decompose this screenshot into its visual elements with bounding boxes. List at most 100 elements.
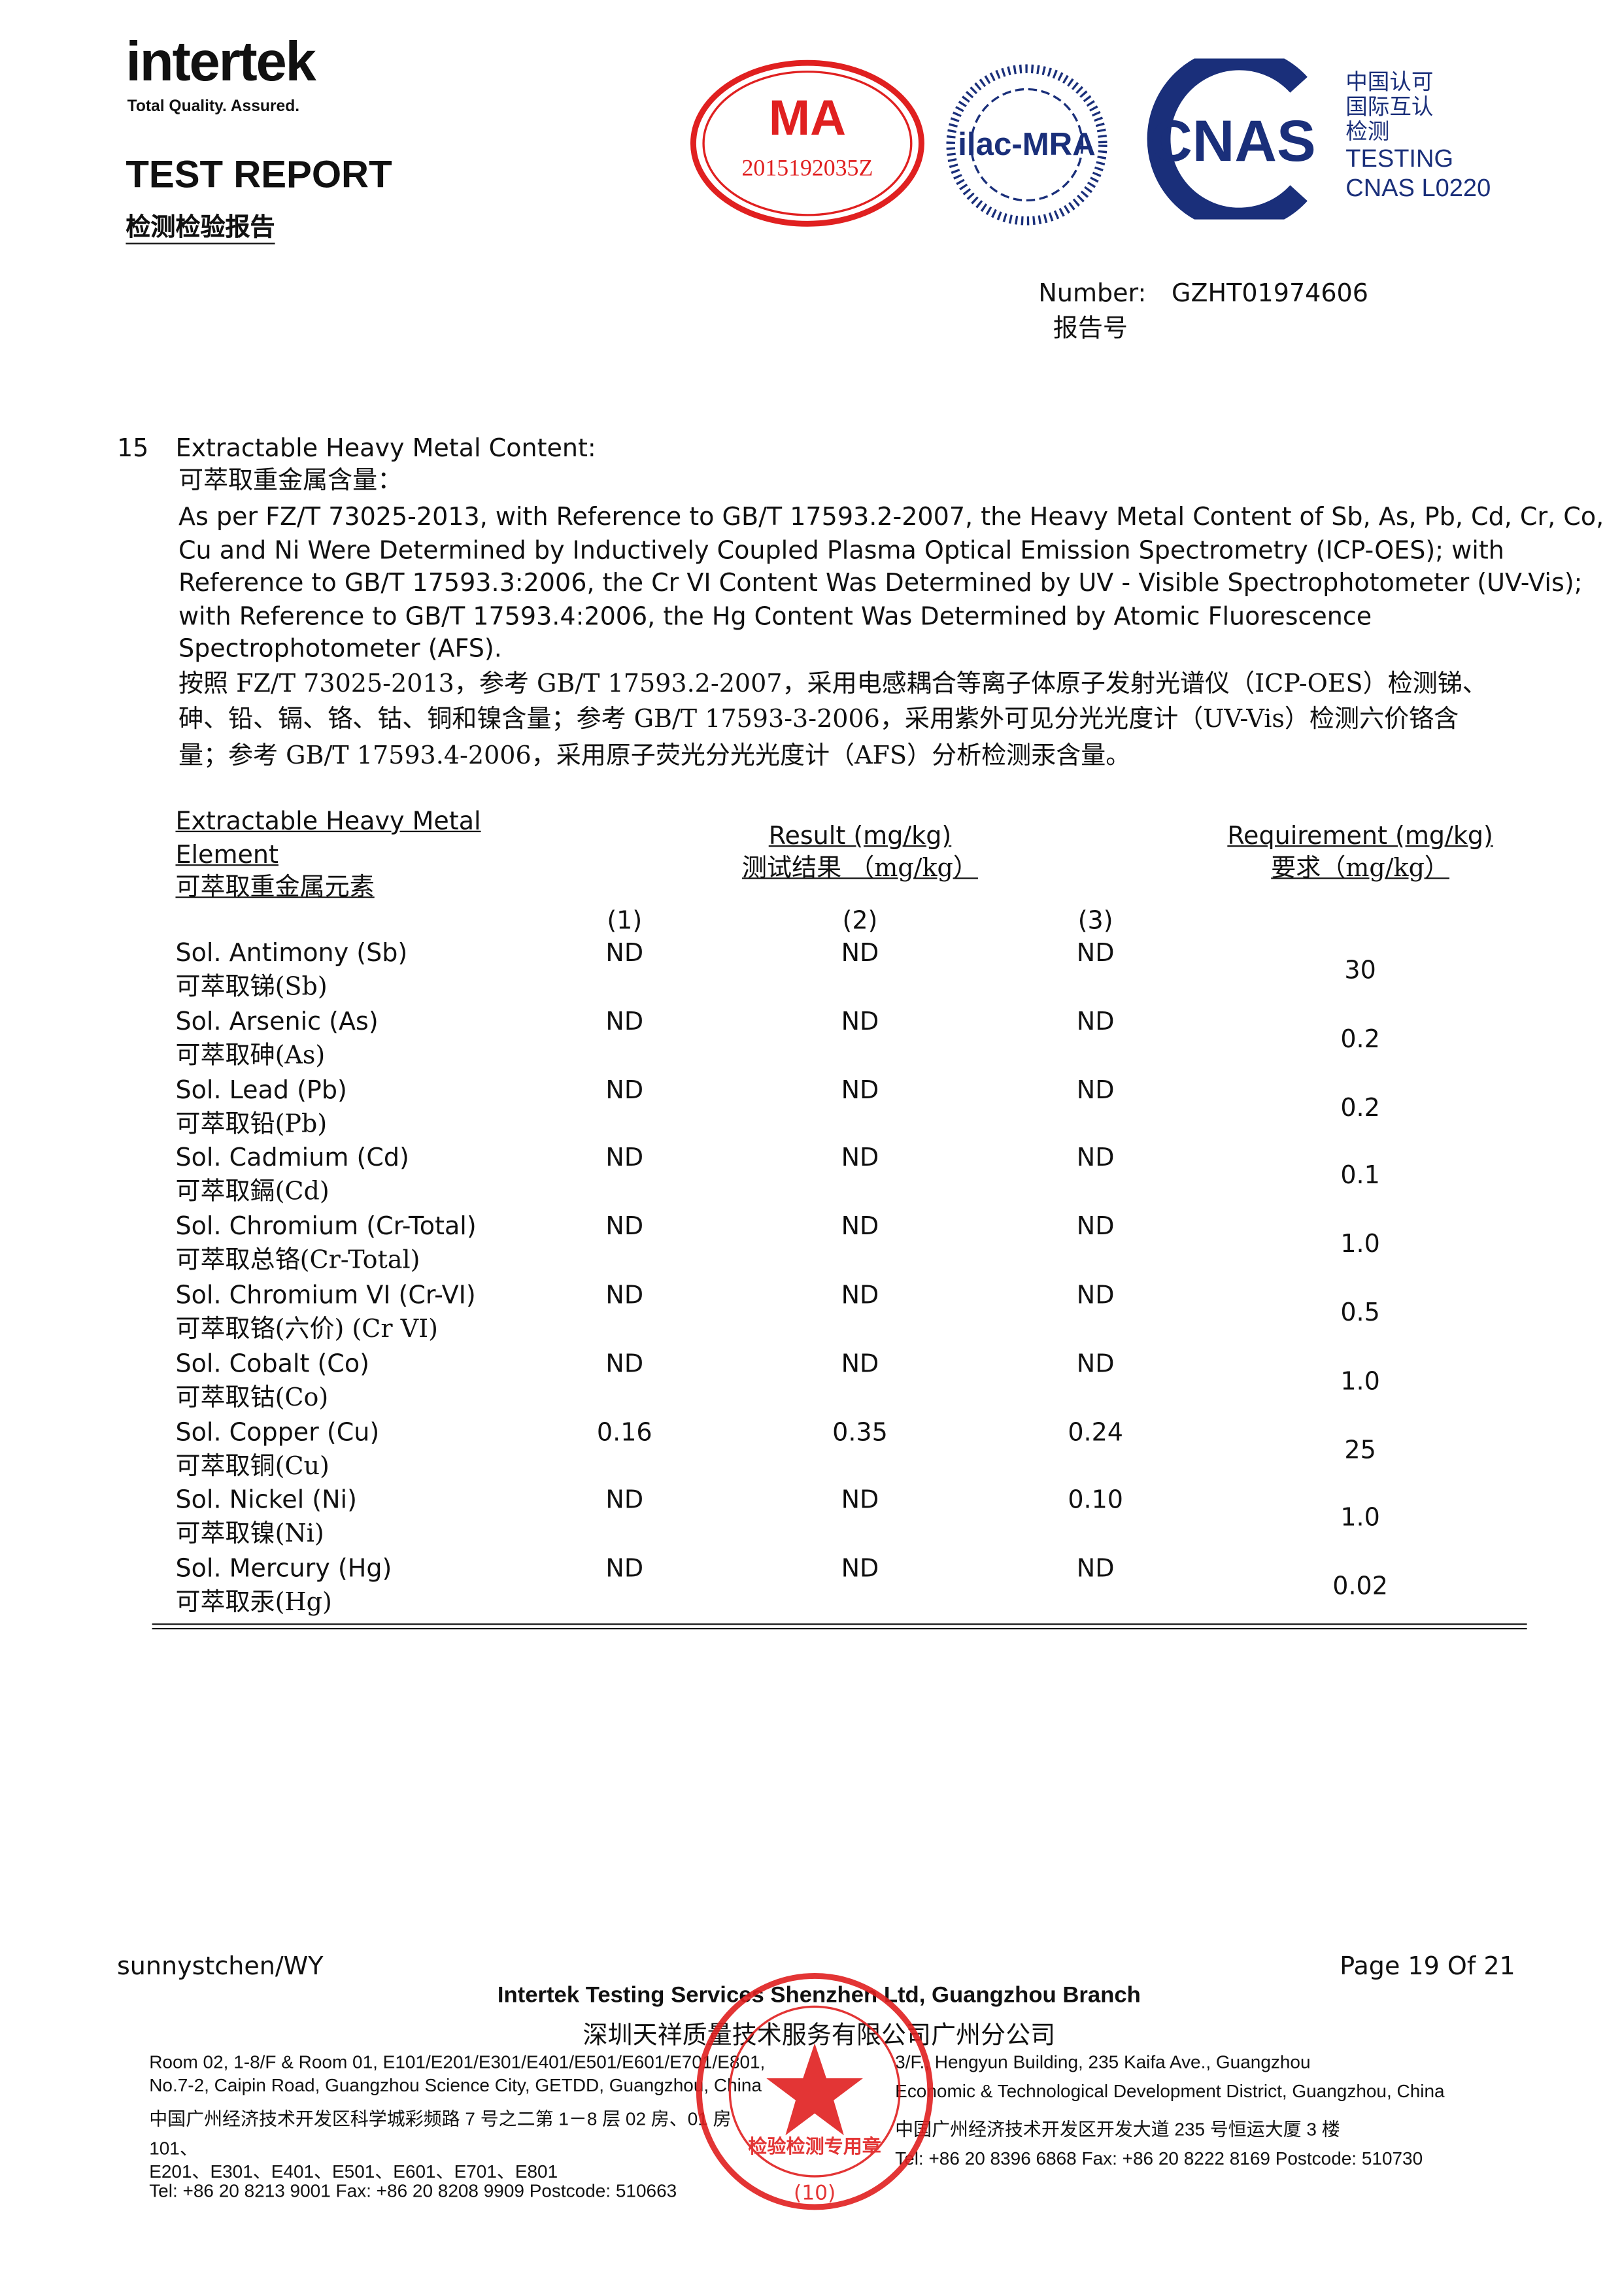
result-cell: ND	[1076, 1349, 1115, 1379]
requirement-cell: 1.0	[1340, 1230, 1380, 1260]
report-title: TEST REPORT	[126, 152, 392, 196]
cnas-cn-3: 检测	[1345, 118, 1390, 145]
result-cell: ND	[1076, 939, 1115, 969]
result-cell: ND	[1076, 1213, 1115, 1242]
result-cell: ND	[841, 1213, 879, 1242]
cnas-logo: CNAS	[1147, 58, 1316, 220]
result-cell: ND	[605, 1144, 644, 1174]
logo-tagline: Total Quality. Assured.	[127, 97, 300, 116]
svg-text:检验检测专用章: 检验检测专用章	[748, 2135, 881, 2157]
section-title-cn: 可萃取重金属含量：	[178, 466, 403, 496]
svg-text:2015192035Z: 2015192035Z	[742, 154, 873, 180]
paragraph-line-cn: 砷、铅、镉、铬、钴、铜和镍含量；参考 GB/T 17593-3-2006，采用紫…	[178, 705, 1459, 735]
svg-text:MA: MA	[769, 90, 846, 146]
element-name-cn: 可萃取铜(Cu)	[175, 1451, 329, 1481]
company-stamp: 检验检测专用章 (10)	[696, 1972, 934, 2210]
result-cell: ND	[841, 1555, 879, 1585]
requirement-cell: 0.1	[1340, 1162, 1380, 1191]
element-name-cn: 可萃取锑(Sb)	[175, 972, 328, 1002]
result-cell: ND	[605, 1007, 644, 1037]
requirement-cell: 0.2	[1340, 1093, 1380, 1123]
number-label-cn: 报告号	[1053, 314, 1128, 344]
paragraph-line-cn: 按照 FZ/T 73025-2013，参考 GB/T 17593.2-2007，…	[178, 669, 1487, 699]
element-name-cn: 可萃取钴(Co)	[175, 1383, 329, 1413]
address-left: Room 02, 1-8/F & Room 01, E101/E201/E301…	[149, 2052, 765, 2205]
company-name: Intertek Testing Services Shenzhen Ltd, …	[497, 1983, 1141, 2008]
requirement-cell: 0.02	[1332, 1572, 1388, 1602]
element-name: Sol. Cobalt (Co)	[175, 1349, 369, 1379]
address-right-line: 中国广州经济技术开发区开发大道 235 号恒运大厦 3 楼	[895, 2118, 1340, 2139]
cma-seal: MA 2015192035Z	[690, 59, 924, 227]
result-cell: ND	[841, 1349, 879, 1379]
element-name-cn: 可萃取汞(Hg)	[175, 1589, 332, 1618]
cnas-cn-2: 国际互认	[1345, 93, 1434, 120]
result-cell: ND	[605, 1349, 644, 1379]
number-label: Number:	[1038, 279, 1147, 309]
address-right: 3/F., Hengyun Building, 235 Kaifa Ave., …	[895, 2052, 1444, 2177]
col-element-header: Extractable Heavy Metal Element 可萃取重金属元素	[175, 806, 481, 905]
element-name-cn: 可萃取铅(Pb)	[175, 1109, 328, 1139]
address-left-line: 中国广州经济技术开发区科学城彩频路 7 号之二第 1－8 层 02 房、01 房	[149, 2109, 732, 2130]
element-name-cn: 可萃取总铬(Cr-Total)	[175, 1246, 420, 1276]
result-cell: ND	[605, 939, 644, 969]
element-name: Sol. Arsenic (As)	[175, 1007, 379, 1037]
company-name-cn: 深圳天祥质量技术服务有限公司广州分公司	[583, 2021, 1056, 2051]
paragraph-line-en: Reference to GB/T 17593.3:2006, the Cr V…	[178, 569, 1583, 599]
element-name: Sol. Chromium (Cr-Total)	[175, 1213, 477, 1242]
col-result-header: Result (mg/kg)	[768, 822, 952, 852]
element-name-cn: 可萃取镍(Ni)	[175, 1520, 324, 1550]
address-left-line: Room 02, 1-8/F & Room 01, E101/E201/E301…	[149, 2051, 766, 2073]
result-cell: ND	[841, 939, 879, 969]
intertek-logo: intertek	[126, 32, 316, 94]
cnas-label: 中国认可 国际互认 检测 TESTING CNAS L0220	[1345, 69, 1491, 203]
result-cell: ND	[605, 1486, 644, 1516]
cnas-cn-1: 中国认可	[1345, 69, 1434, 95]
result-cell: ND	[1076, 1075, 1115, 1106]
element-name: Sol. Mercury (Hg)	[175, 1555, 392, 1585]
requirement-cell: 30	[1344, 956, 1376, 986]
result-cell: ND	[1076, 1144, 1115, 1174]
result-cell: ND	[841, 1007, 879, 1037]
requirement-cell: 25	[1344, 1436, 1376, 1465]
element-name: Sol. Lead (Pb)	[175, 1075, 347, 1106]
paragraph-line-en: As per FZ/T 73025-2013, with Reference t…	[178, 503, 1604, 533]
element-name: Sol. Copper (Cu)	[175, 1418, 380, 1447]
sample-2-header: (2)	[842, 907, 878, 936]
element-name: Sol. Nickel (Ni)	[175, 1486, 357, 1516]
col-req-header: Requirement (mg/kg)	[1227, 822, 1493, 852]
paragraph-line-en: Spectrophotometer (AFS).	[178, 634, 502, 664]
paragraph-line-en: with Reference to GB/T 17593.4:2006, the…	[178, 601, 1372, 632]
result-cell: ND	[841, 1281, 879, 1311]
svg-text:CNAS: CNAS	[1150, 108, 1316, 173]
sample-3-header: (3)	[1077, 907, 1113, 936]
element-name: Sol. Chromium VI (Cr-VI)	[175, 1281, 476, 1311]
result-cell: 0.16	[596, 1418, 652, 1447]
address-left-line: No.7-2, Caipin Road, Guangzhou Science C…	[149, 2074, 762, 2095]
address-left-line: E201、E301、E401、E501、E601、E701、E801	[149, 2161, 558, 2182]
method-paragraph: As per FZ/T 73025-2013, with Reference t…	[178, 501, 1604, 773]
result-cell: ND	[605, 1213, 644, 1242]
page-number: Page 19 Of 21	[1340, 1952, 1515, 1982]
result-cell: ND	[841, 1144, 879, 1174]
author: sunnystchen/WY	[116, 1952, 324, 1982]
element-name-cn: 可萃取鎘(Cd)	[175, 1177, 329, 1207]
col-element-cn: 可萃取重金属元素	[175, 873, 375, 903]
address-left-line: Tel: +86 20 8213 9001 Fax: +86 20 8208 9…	[149, 2180, 677, 2201]
address-right-line: Tel: +86 20 8396 6868 Fax: +86 20 8222 8…	[895, 2148, 1423, 2169]
result-cell: ND	[1076, 1555, 1115, 1585]
sample-1-header: (1)	[607, 907, 643, 936]
address-right-line: 3/F., Hengyun Building, 235 Kaifa Ave., …	[895, 2051, 1311, 2073]
result-cell: ND	[841, 1486, 879, 1516]
result-cell: ND	[841, 1075, 879, 1106]
requirement-cell: 0.5	[1340, 1298, 1380, 1328]
col-element-en2: Element	[175, 840, 279, 870]
svg-text:(10): (10)	[794, 2182, 836, 2205]
svg-text:ilac-MRA: ilac-MRA	[958, 126, 1096, 162]
result-cell: ND	[1076, 1281, 1115, 1311]
cnas-code: CNAS L0220	[1345, 174, 1491, 202]
requirement-cell: 1.0	[1340, 1367, 1380, 1397]
ilac-mra-logo: ilac-MRA	[946, 64, 1107, 226]
result-cell: ND	[605, 1075, 644, 1106]
element-name-cn: 可萃取砷(As)	[175, 1041, 326, 1071]
